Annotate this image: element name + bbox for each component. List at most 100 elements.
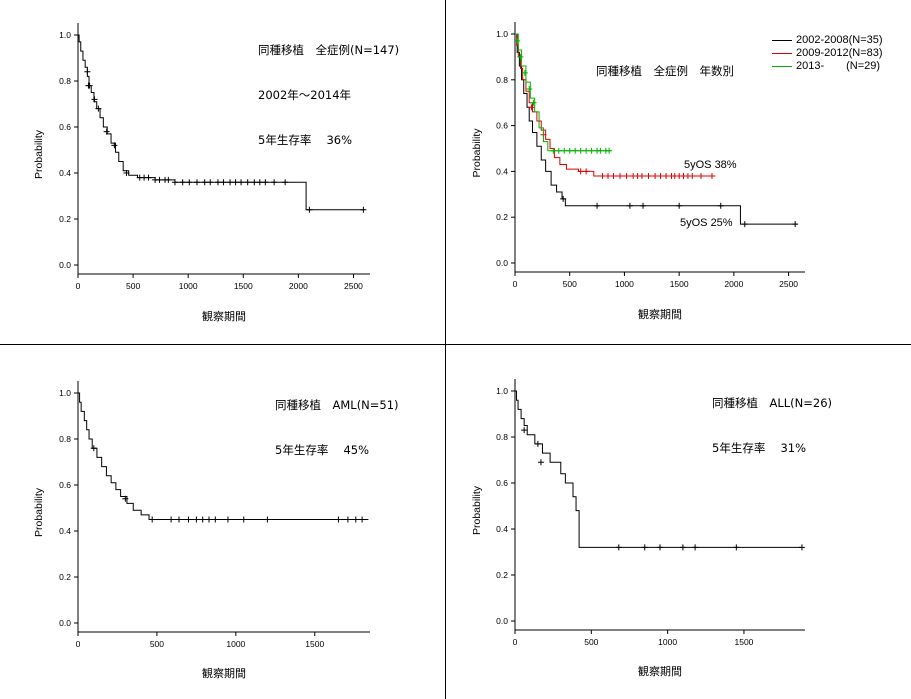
censor-mark [335, 516, 342, 523]
x-axis-label: 観察期間 [202, 666, 246, 680]
y-tick-label: 0.2 [496, 570, 508, 580]
x-tick-label: 0 [513, 279, 518, 289]
annotation-line: 5年生存率 31% [712, 441, 807, 455]
censor-mark [526, 85, 533, 92]
legend-label: 2013- (N=29) [796, 60, 881, 72]
censor-mark [594, 202, 601, 209]
y-axis-label: Probability [33, 487, 45, 537]
y-tick-label: 0.0 [59, 260, 71, 270]
annotation-all: 同種移植 ALL(N=26) 5年生存率 31% [712, 366, 832, 486]
censor-mark [206, 516, 213, 523]
y-tick-label: 0.8 [59, 434, 71, 444]
censor-mark [640, 202, 647, 209]
legend-swatch [772, 66, 792, 67]
y-tick-label: 1.0 [496, 29, 508, 39]
censor-mark [517, 53, 524, 60]
legend-item: 2009-2012(N=83) [772, 47, 907, 60]
x-tick-label: 2000 [724, 279, 743, 289]
censor-mark [577, 168, 584, 175]
survival-curve-0 [78, 392, 369, 520]
y-tick-label: 0.6 [59, 480, 71, 490]
censor-mark [220, 179, 227, 186]
censor-mark [251, 179, 258, 186]
censor-mark [306, 206, 313, 213]
censor-mark [708, 172, 715, 179]
censor-mark [560, 195, 567, 202]
censor-mark [193, 516, 200, 523]
censor-mark [352, 516, 359, 523]
annotation-line: 5年生存率 45% [275, 443, 370, 457]
censor-mark [201, 179, 208, 186]
x-tick-label: 1500 [670, 279, 689, 289]
censor-mark [240, 516, 247, 523]
y-tick-label: 0.2 [59, 572, 71, 582]
censor-mark [652, 172, 659, 179]
censor-mark [657, 544, 663, 551]
censor-mark [606, 147, 613, 154]
legend-item: 2002-2008(N=35) [772, 34, 907, 47]
censor-mark [256, 179, 263, 186]
x-tick-label: 1000 [226, 639, 245, 649]
y-tick-label: 0.4 [59, 168, 71, 178]
censor-mark [599, 172, 606, 179]
censor-mark [176, 516, 183, 523]
censor-mark [224, 516, 231, 523]
y-tick-label: 1.0 [59, 388, 71, 398]
x-tick-label: 2500 [344, 281, 363, 291]
x-tick-label: 0 [76, 281, 81, 291]
censor-mark [360, 206, 367, 213]
censor-mark [617, 172, 624, 179]
censor-mark [84, 68, 91, 75]
censor-mark [521, 427, 528, 434]
y-tick-label: 0.6 [59, 122, 71, 132]
censor-mark [597, 147, 604, 154]
censor-mark [264, 516, 271, 523]
censor-mark [123, 170, 130, 176]
censor-mark [103, 128, 110, 135]
censor-mark [792, 221, 799, 228]
survival-curve-0 [515, 390, 802, 548]
y-tick-label: 0.8 [59, 76, 71, 86]
y-tick-label: 0.4 [496, 524, 508, 534]
legend-label: 2002-2008(N=35) [796, 34, 883, 46]
censor-mark [663, 172, 670, 179]
censor-mark [271, 179, 278, 186]
censor-mark [199, 516, 206, 523]
y-tick-label: 0.6 [496, 121, 508, 131]
censor-mark [111, 142, 118, 149]
censor-mark [282, 179, 289, 186]
x-tick-label: 1500 [734, 637, 753, 647]
y-axis-label: Probability [471, 485, 483, 535]
y-tick-label: 0.0 [496, 258, 508, 268]
survival-curve-2 [515, 33, 612, 152]
x-tick-label: 1000 [179, 281, 198, 291]
censor-mark [689, 172, 696, 179]
vertical-divider [445, 0, 446, 699]
censor-mark [122, 495, 129, 502]
y-tick-label: 0.8 [496, 75, 508, 85]
x-tick-label: 500 [126, 281, 140, 291]
censor-mark [566, 147, 573, 154]
censor-mark [528, 104, 535, 111]
x-tick-label: 2000 [289, 281, 308, 291]
censor-mark [344, 516, 351, 523]
censor-mark [657, 172, 664, 179]
censor-mark [95, 105, 102, 112]
censor-mark [212, 516, 219, 523]
censor-mark [534, 440, 541, 447]
censor-mark [555, 147, 562, 154]
censor-mark [232, 179, 239, 186]
censor-mark [638, 172, 645, 179]
censor-mark [605, 172, 612, 179]
legend-item: 2013- (N=29) [772, 60, 907, 73]
censor-mark [572, 147, 579, 154]
censor-mark [186, 179, 193, 186]
censor-mark [165, 176, 172, 183]
y-tick-label: 0.6 [496, 478, 508, 488]
censor-mark [615, 544, 622, 551]
x-tick-label: 1000 [615, 279, 634, 289]
censor-mark [741, 221, 748, 228]
